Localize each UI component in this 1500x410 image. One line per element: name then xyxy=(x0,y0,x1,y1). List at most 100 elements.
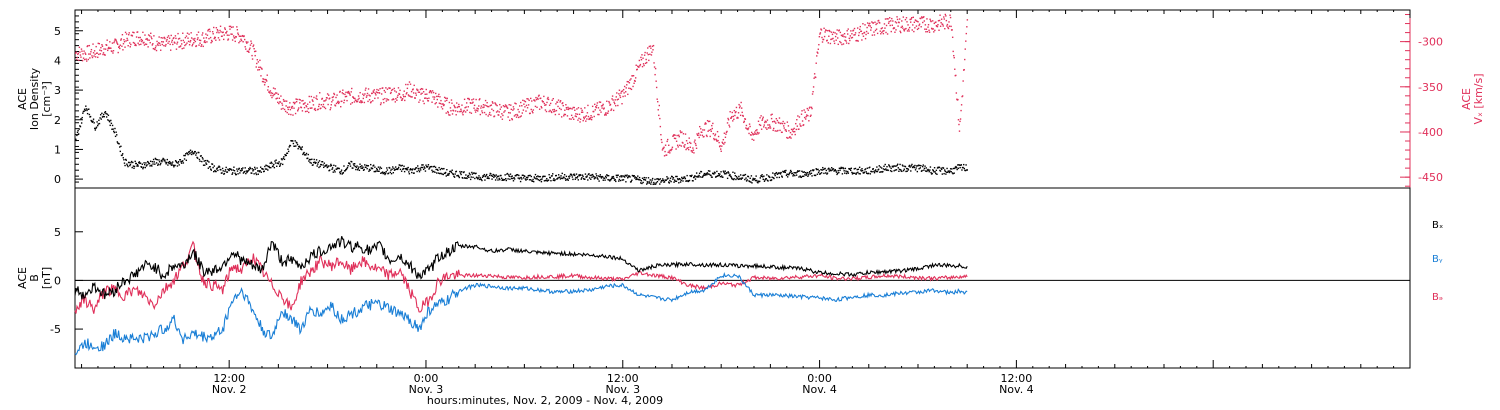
velocity-point xyxy=(454,106,456,109)
density-point xyxy=(360,167,362,169)
velocity-point xyxy=(533,99,536,101)
velocity-point xyxy=(534,105,537,108)
velocity-point xyxy=(158,36,160,38)
velocity-point xyxy=(459,110,462,113)
velocity-point xyxy=(807,114,809,117)
density-point xyxy=(507,178,509,180)
velocity-point xyxy=(503,105,506,108)
density-point xyxy=(288,146,290,148)
velocity-point xyxy=(234,37,236,39)
velocity-point xyxy=(856,27,859,29)
density-point xyxy=(131,166,133,169)
density-point xyxy=(358,166,360,168)
density-point xyxy=(353,163,356,165)
velocity-point xyxy=(682,142,684,144)
velocity-point xyxy=(470,102,472,104)
velocity-point xyxy=(790,137,792,139)
velocity-point xyxy=(393,87,395,90)
velocity-point xyxy=(458,103,460,106)
velocity-point xyxy=(323,106,326,108)
velocity-point xyxy=(364,93,366,95)
velocity-point xyxy=(758,123,761,126)
density-point xyxy=(486,173,488,176)
velocity-point xyxy=(678,135,680,138)
velocity-point xyxy=(84,52,86,54)
velocity-point xyxy=(139,40,141,42)
density-point xyxy=(198,158,201,161)
density-point xyxy=(650,183,652,185)
density-point xyxy=(575,173,578,175)
density-point xyxy=(893,170,895,172)
velocity-point xyxy=(353,101,356,103)
velocity-point xyxy=(476,107,478,109)
velocity-point xyxy=(748,123,751,125)
density-point xyxy=(857,168,860,171)
velocity-point xyxy=(104,48,107,50)
density-point xyxy=(813,169,815,171)
density-point xyxy=(228,169,230,172)
density-point xyxy=(317,163,319,165)
density-point xyxy=(575,176,577,179)
velocity-point xyxy=(384,91,387,93)
density-point xyxy=(406,169,409,171)
velocity-point xyxy=(151,44,154,46)
velocity-point xyxy=(344,95,347,98)
velocity-point xyxy=(182,39,184,42)
velocity-point xyxy=(737,112,740,114)
velocity-point xyxy=(874,29,877,32)
velocity-point xyxy=(866,26,868,29)
velocity-point xyxy=(284,100,286,102)
density-point xyxy=(645,183,648,185)
velocity-point xyxy=(638,59,641,62)
density-point xyxy=(949,170,951,172)
velocity-point xyxy=(218,31,220,34)
velocity-point xyxy=(373,89,376,91)
density-point xyxy=(390,169,392,171)
density-point xyxy=(719,173,721,175)
velocity-point xyxy=(166,36,169,39)
density-point xyxy=(237,168,240,170)
velocity-point xyxy=(215,39,217,41)
velocity-point xyxy=(208,28,211,30)
density-point xyxy=(357,167,359,170)
density-point xyxy=(450,171,453,174)
velocity-point xyxy=(630,88,633,91)
velocity-point xyxy=(698,136,700,139)
velocity-point xyxy=(757,120,760,122)
velocity-point xyxy=(916,28,919,31)
velocity-point xyxy=(707,120,710,123)
velocity-point xyxy=(244,46,246,48)
density-point xyxy=(462,177,464,179)
density-point xyxy=(722,176,724,178)
velocity-point xyxy=(260,67,263,69)
density-point xyxy=(465,174,467,176)
density-point xyxy=(217,166,220,168)
density-point xyxy=(340,169,343,171)
density-point xyxy=(550,180,552,182)
density-point xyxy=(826,173,828,175)
density-point xyxy=(459,170,461,173)
velocity-point xyxy=(94,53,96,55)
density-point xyxy=(564,177,566,180)
velocity-point xyxy=(187,37,189,39)
density-point xyxy=(784,171,786,174)
velocity-point xyxy=(531,110,533,113)
density-point xyxy=(242,167,244,169)
density-point xyxy=(428,167,431,169)
density-point xyxy=(157,163,160,165)
density-point xyxy=(315,159,318,161)
velocity-point xyxy=(76,58,78,61)
density-point xyxy=(75,139,77,142)
velocity-point xyxy=(560,116,563,118)
density-point xyxy=(918,168,920,170)
velocity-point xyxy=(694,139,696,141)
velocity-point xyxy=(168,40,170,43)
velocity-point xyxy=(721,141,723,144)
density-point xyxy=(245,170,248,172)
velocity-point xyxy=(899,30,901,32)
density-point xyxy=(728,174,731,177)
velocity-point xyxy=(121,45,123,47)
velocity-point xyxy=(490,114,492,116)
density-point xyxy=(546,177,548,180)
density-point xyxy=(673,181,675,183)
